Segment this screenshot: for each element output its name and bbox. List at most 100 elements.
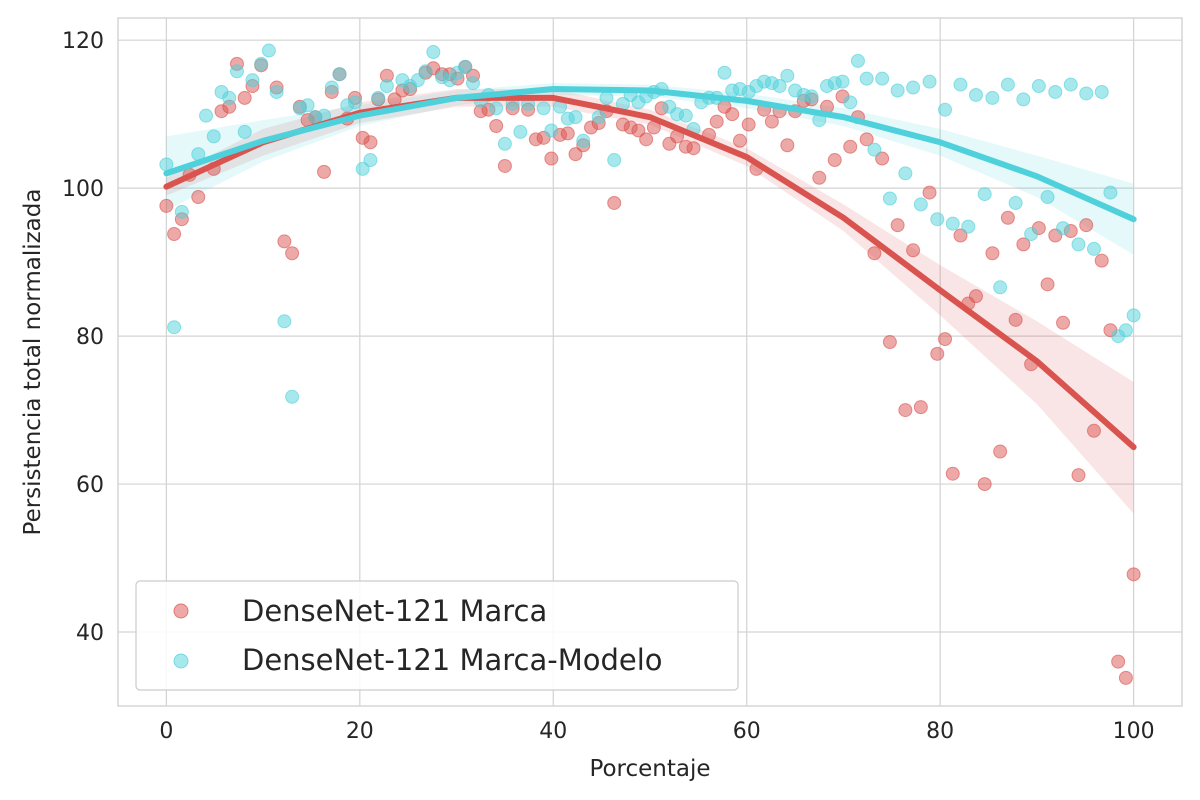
point-marca: [780, 138, 795, 153]
point-marca: [913, 400, 928, 415]
point-marca-modelo: [199, 108, 214, 123]
fit-lines: [163, 86, 1137, 451]
point-marca: [1000, 210, 1015, 225]
point-marca: [945, 466, 960, 481]
point-marca: [285, 246, 300, 261]
point-marca: [709, 114, 724, 129]
x-tick-label: 0: [159, 719, 173, 744]
point-marca-modelo: [285, 389, 300, 404]
point-marca-modelo: [576, 133, 591, 148]
y-tick-label: 40: [76, 621, 104, 646]
point-marca-modelo: [1063, 77, 1078, 92]
point-marca-modelo: [890, 83, 905, 98]
point-marca-modelo: [678, 108, 693, 123]
point-marca: [938, 332, 953, 347]
point-marca-modelo: [985, 90, 1000, 105]
point-marca-modelo: [237, 124, 252, 139]
y-axis-title: Persistencia total normalizada: [20, 189, 46, 536]
point-marca-modelo: [772, 79, 787, 94]
point-marca: [686, 141, 701, 156]
point-marca-modelo: [1079, 86, 1094, 101]
point-marca-modelo: [489, 101, 504, 116]
point-marca-modelo: [261, 43, 276, 58]
point-marca: [1016, 237, 1031, 252]
x-tick-labels: 0 20 40 60 80 100: [159, 719, 1154, 744]
x-axis-title: Porcentaje: [589, 756, 710, 782]
point-marca-modelo: [1008, 195, 1023, 210]
point-marca-modelo: [930, 212, 945, 227]
point-marca: [489, 119, 504, 134]
point-marca: [1118, 670, 1133, 685]
point-marca-modelo: [922, 74, 937, 89]
point-marca-modelo: [875, 71, 890, 86]
point-marca: [1111, 654, 1126, 669]
point-marca-modelo: [599, 90, 614, 105]
point-marca-modelo: [355, 161, 370, 176]
point-marca: [167, 227, 182, 242]
point-marca-modelo: [363, 153, 378, 168]
point-marca: [639, 132, 654, 147]
point-marca-modelo: [206, 129, 221, 144]
point-marca-modelo: [371, 90, 386, 105]
point-marca: [1079, 218, 1094, 233]
point-marca-modelo: [300, 98, 315, 113]
point-marca: [859, 132, 874, 147]
y-tick-label: 80: [76, 325, 104, 350]
point-marca-modelo: [867, 142, 882, 157]
point-marca-modelo: [968, 87, 983, 102]
point-marca-modelo: [607, 153, 622, 168]
point-marca: [922, 185, 937, 200]
point-marca-modelo: [804, 89, 819, 104]
point-marca-modelo: [229, 64, 244, 79]
point-marca-modelo: [513, 124, 528, 139]
point-marca: [906, 243, 921, 258]
point-marca-modelo: [536, 101, 551, 116]
point-marca-modelo: [1126, 308, 1141, 323]
point-marca-modelo: [1048, 84, 1063, 99]
x-tick-label: 40: [539, 719, 567, 744]
point-marca: [953, 228, 968, 243]
point-marca: [898, 403, 913, 418]
point-marca-modelo: [426, 45, 441, 60]
point-marca: [732, 133, 747, 148]
legend: DenseNet-121 Marca DenseNet-121 Marca-Mo…: [135, 580, 739, 691]
point-marca-modelo: [1000, 77, 1015, 92]
point-marca: [363, 135, 378, 150]
point-marca: [764, 114, 779, 129]
point-marca: [1040, 277, 1055, 292]
y-tick-label: 100: [62, 177, 104, 202]
point-marca: [1056, 315, 1071, 330]
point-marca-modelo: [1056, 221, 1071, 236]
point-marca-modelo: [1086, 241, 1101, 256]
point-marca-modelo: [850, 53, 865, 68]
point-marca-modelo: [222, 90, 237, 105]
point-marca: [607, 195, 622, 210]
point-marca-modelo: [938, 102, 953, 117]
point-marca-modelo: [418, 64, 433, 79]
point-marca-modelo: [1103, 185, 1118, 200]
legend-label-modelo: DenseNet-121 Marca-Modelo: [242, 643, 663, 677]
point-marca: [985, 246, 1000, 261]
point-marca-modelo: [591, 110, 606, 125]
legend-box: [135, 580, 739, 691]
point-marca: [968, 289, 983, 304]
point-marca-modelo: [843, 95, 858, 110]
legend-marker-modelo: [173, 653, 189, 669]
point-marca-modelo: [977, 187, 992, 202]
point-marca-modelo: [254, 56, 269, 71]
point-marca-modelo: [1094, 84, 1109, 99]
point-marca-modelo: [544, 123, 559, 138]
y-tick-label: 120: [62, 29, 104, 54]
point-marca-modelo: [458, 59, 473, 74]
point-marca: [741, 117, 756, 132]
point-marca-modelo: [568, 110, 583, 125]
legend-marker-marca: [173, 603, 189, 619]
point-marca-modelo: [835, 74, 850, 89]
point-marca-modelo: [1031, 79, 1046, 94]
point-marca: [875, 151, 890, 166]
y-tick-label: 60: [76, 473, 104, 498]
point-marca: [882, 335, 897, 350]
x-tick-label: 20: [346, 719, 374, 744]
point-marca-modelo: [347, 95, 362, 110]
